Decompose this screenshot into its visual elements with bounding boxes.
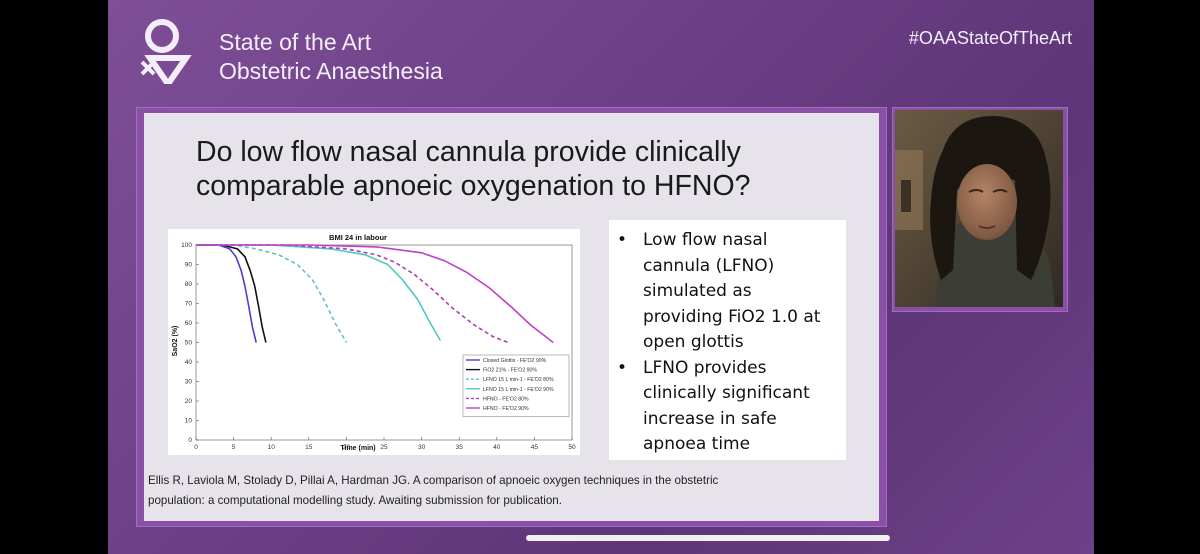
chart-title: BMI 24 in labour xyxy=(329,233,387,242)
series-line xyxy=(196,244,267,343)
chart-x-label: Time (min) xyxy=(340,445,375,452)
legend-label: Closed Glottis - FE'O2 90% xyxy=(483,358,547,364)
bullet-list: • Low flow nasal cannula (LFNO) simulated a… xyxy=(617,228,836,458)
legend-box xyxy=(462,354,570,417)
y-tick-label: 10 xyxy=(185,418,193,425)
bullet-line: open glottis xyxy=(643,332,744,352)
chart-series-lines xyxy=(196,244,554,344)
brand-line-2: Obstetric Anaesthesia xyxy=(219,58,443,84)
legend-label: HFNO - FE'O2 90% xyxy=(483,406,529,412)
citation-line-2: population: a computational modelling st… xyxy=(148,494,562,507)
series-line xyxy=(196,244,348,343)
y-tick-label: 0 xyxy=(188,437,192,444)
bullet-panel: • Low flow nasal cannula (LFNO) simulated a… xyxy=(609,220,846,460)
y-tick-label: 30 xyxy=(185,379,193,386)
bullet-marker: • xyxy=(617,357,628,378)
bullet-line: cannula (LFNO) xyxy=(643,255,775,276)
x-tick-label: 50 xyxy=(568,444,576,451)
x-tick-label: 10 xyxy=(268,444,276,451)
y-tick-label: 60 xyxy=(185,320,193,327)
x-tick-label: 20 xyxy=(343,444,351,451)
bullet-line: increase in safe xyxy=(643,408,777,429)
x-tick-label: 5 xyxy=(232,444,236,451)
legend-label: LFNO 15 L min-1 - FE'O2 80% xyxy=(483,377,554,383)
y-tick-label: 50 xyxy=(185,340,193,347)
y-tick-label: 100 xyxy=(181,242,192,249)
brand-line-1: State of the Art xyxy=(219,29,372,55)
y-tick-label: 20 xyxy=(185,398,193,405)
slide-title: Do low flow nasal cannula provide clinic… xyxy=(196,135,836,203)
x-tick-label: 15 xyxy=(305,444,313,451)
legend-label: FiO2 21% - FE'O2 90% xyxy=(483,368,537,374)
bullet-line: clinically significant xyxy=(643,383,810,403)
x-tick-label: 35 xyxy=(456,444,464,451)
x-tick-label: 0 xyxy=(194,444,198,451)
bullet-item: • Low flow nasal cannula (LFNO) simulated a… xyxy=(617,228,836,356)
brand-title: State of the Art Obstetric Anaesthesia xyxy=(219,28,443,86)
slide-title-line-2: comparable apnoeic oxygenation to HFNO? xyxy=(196,170,751,202)
citation: Ellis R, Laviola M, Stolady D, Pillai A,… xyxy=(148,471,798,511)
bullet-line: Low flow nasal xyxy=(643,230,768,250)
chart-axes: 0 5 10 15 20 25 30 35 40 45 50 0 10 20 30 40 50 60 70 80 90 1… xyxy=(181,242,576,451)
x-tick-label: 30 xyxy=(418,444,426,451)
x-tick-label: 25 xyxy=(380,444,388,451)
x-tick-label: 40 xyxy=(493,444,501,451)
y-tick-label: 40 xyxy=(185,359,193,366)
series-line xyxy=(196,244,509,344)
series-line xyxy=(196,244,554,344)
oaa-logo-icon xyxy=(140,19,192,84)
bullet-line: apnoea time xyxy=(643,434,751,454)
slide-title-line-1: Do low flow nasal cannula provide clinic… xyxy=(196,136,741,168)
y-tick-label: 70 xyxy=(185,301,193,308)
citation-line-1: Ellis R, Laviola M, Stolady D, Pillai A,… xyxy=(148,474,719,487)
y-tick-label: 90 xyxy=(185,262,193,269)
speaker-video xyxy=(895,110,1063,307)
legend-label: HFNO - FE'O2 80% xyxy=(483,396,529,402)
series-line xyxy=(196,244,442,341)
legend-label: LFNO 15 L min-1 - FE'O2 90% xyxy=(483,387,554,393)
bullet-marker: • xyxy=(617,230,628,250)
bullet-line: simulated as xyxy=(643,281,752,301)
home-indicator-bar[interactable] xyxy=(526,535,890,541)
chart-container: BMI 24 in labour Time (min) SaO2 (%) 0 5 1… xyxy=(168,229,580,455)
bullet-line: LFNO provides xyxy=(643,357,767,378)
saturation-chart: BMI 24 in labour Time (min) SaO2 (%) 0 5 1… xyxy=(172,233,576,452)
event-hashtag: #OAAStateOfTheArt xyxy=(908,28,1072,48)
y-tick-label: 80 xyxy=(185,281,193,288)
series-line xyxy=(196,244,257,343)
shared-slide: Do low flow nasal cannula provide clinic… xyxy=(144,113,879,521)
bullet-text: Low flow nasal cannula (LFNO) simulated as… xyxy=(643,228,820,356)
chart-legend: Closed Glottis - FE'O2 90% FiO2 21% - FE'… xyxy=(462,354,570,417)
x-tick-label: 45 xyxy=(531,444,539,451)
presentation-stage: State of the Art Obstetric Anaesthesia #… xyxy=(108,0,1094,554)
bullet-item: • LFNO provides clinically significant incr… xyxy=(617,356,836,458)
bullet-text: LFNO provides clinically significant incre… xyxy=(643,356,810,458)
bullet-line: providing FiO2 1.0 at xyxy=(643,306,821,327)
chart-y-label: SaO2 (%) xyxy=(172,326,179,357)
